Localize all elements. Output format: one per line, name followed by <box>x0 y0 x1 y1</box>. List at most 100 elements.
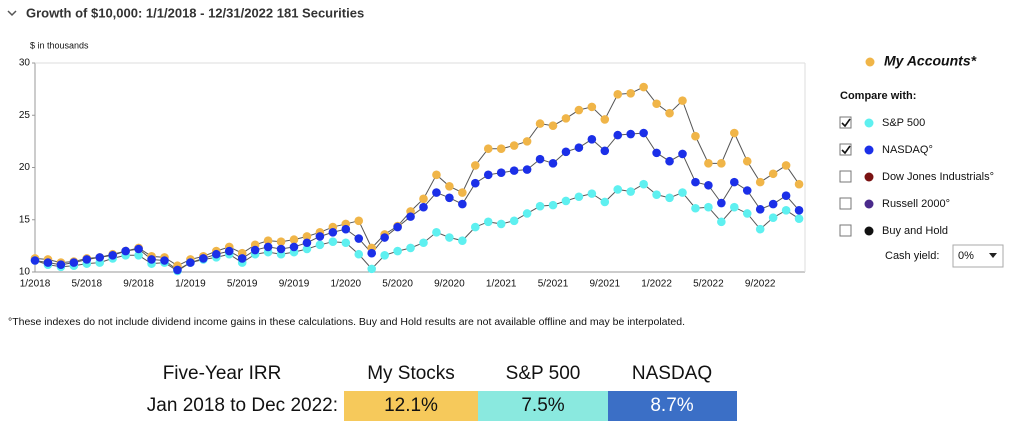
table-header: Five-Year IRR <box>163 363 282 384</box>
data-point <box>574 143 584 152</box>
data-point <box>691 203 700 213</box>
y-tick-label: 20 <box>19 162 31 173</box>
x-tick-label: 5/2020 <box>382 279 413 290</box>
data-point <box>380 250 389 260</box>
legend-swatch <box>864 145 874 155</box>
series-line <box>34 86 800 267</box>
legend-label: S&P 500 <box>882 117 925 129</box>
data-point <box>717 159 726 168</box>
data-point <box>768 169 778 179</box>
legend-label: NASDAQ° <box>882 144 933 156</box>
x-tick-label: 9/2020 <box>434 279 465 290</box>
data-point <box>600 146 610 156</box>
data-point <box>458 236 467 245</box>
data-point <box>341 238 351 248</box>
data-point <box>315 232 325 241</box>
data-point <box>742 186 752 195</box>
checkbox[interactable] <box>839 116 852 129</box>
checkbox[interactable] <box>839 170 852 183</box>
data-point <box>160 256 169 265</box>
table-row-label: Jan 2018 to Dec 2022: <box>147 395 338 416</box>
data-point <box>665 193 674 203</box>
checkmark <box>841 118 851 128</box>
data-point <box>134 244 143 254</box>
data-point <box>445 233 454 242</box>
table-value: 8.7% <box>650 395 693 416</box>
cash-label: Cash yield: <box>885 250 939 262</box>
data-point <box>730 128 739 138</box>
x-tick-label: 1/2020 <box>331 279 362 290</box>
data-point <box>509 166 519 175</box>
data-point <box>367 248 377 258</box>
data-point <box>509 216 519 226</box>
data-point <box>768 213 778 222</box>
data-point <box>704 180 713 190</box>
data-point <box>393 246 402 256</box>
data-point <box>755 224 765 234</box>
data-point <box>794 179 804 189</box>
table-value: 7.5% <box>521 395 564 416</box>
data-point <box>302 244 312 254</box>
header-title: Growth of $10,000: 1/1/2018 - 12/31/2022… <box>26 5 364 20</box>
data-point <box>561 114 571 123</box>
data-point <box>678 188 687 197</box>
data-point <box>781 206 791 215</box>
table-cell <box>608 391 737 421</box>
data-point <box>704 202 713 212</box>
data-point <box>704 159 713 168</box>
checkbox[interactable] <box>839 143 852 156</box>
legend-label: Dow Jones Industrials° <box>882 171 994 183</box>
table-header: NASDAQ <box>632 363 712 384</box>
dropdown-arrow <box>989 253 997 258</box>
checkbox[interactable] <box>839 224 852 237</box>
data-point <box>522 165 532 174</box>
data-point <box>717 217 726 227</box>
data-point <box>626 187 635 196</box>
data-point <box>315 240 325 250</box>
y-tick-label: 10 <box>19 267 31 278</box>
data-point <box>406 212 415 221</box>
data-point <box>794 206 804 215</box>
data-point <box>730 177 739 187</box>
data-point <box>626 129 635 139</box>
data-point <box>263 236 273 245</box>
data-point <box>496 144 506 153</box>
data-point <box>445 193 454 203</box>
legend-swatch <box>864 226 874 236</box>
table-cell <box>478 391 608 421</box>
data-point <box>263 242 273 252</box>
collapse-chevron[interactable] <box>7 10 17 17</box>
data-point <box>587 189 597 198</box>
data-point <box>691 131 700 141</box>
data-point <box>328 237 338 246</box>
data-point <box>600 197 610 207</box>
data-point <box>652 99 661 109</box>
x-tick-label: 5/2022 <box>693 279 724 290</box>
data-point <box>574 105 584 115</box>
data-point <box>548 159 558 168</box>
y-tick-label: 30 <box>19 58 31 69</box>
data-point <box>276 237 286 246</box>
data-point <box>665 108 674 118</box>
data-point <box>458 199 467 209</box>
data-point <box>108 250 117 260</box>
data-point <box>561 147 571 157</box>
data-point <box>678 96 687 105</box>
data-point <box>678 149 687 159</box>
data-point <box>600 115 610 124</box>
data-point <box>134 250 143 260</box>
data-point <box>781 161 791 170</box>
cash-dropdown[interactable] <box>952 244 1004 268</box>
x-tick-label: 1/2021 <box>486 279 517 290</box>
data-point <box>522 137 532 146</box>
data-point <box>755 177 765 187</box>
data-point <box>691 177 700 187</box>
data-point <box>380 233 389 242</box>
checkbox[interactable] <box>839 197 852 210</box>
data-point <box>354 249 364 259</box>
data-point <box>432 170 441 180</box>
cash-value: 0% <box>958 250 974 262</box>
data-point <box>289 242 299 252</box>
data-point <box>613 90 623 99</box>
x-tick-label: 1/2019 <box>175 279 206 290</box>
